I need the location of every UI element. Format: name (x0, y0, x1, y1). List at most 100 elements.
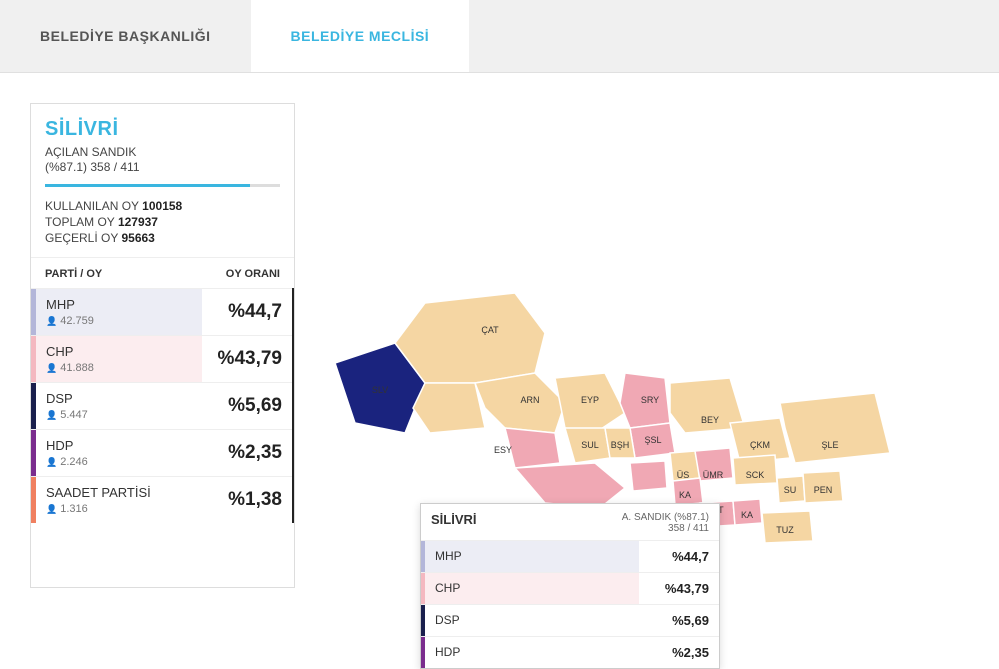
valid-votes: GEÇERLİ OY 95663 (45, 231, 280, 245)
party-votes: 42.759 (46, 315, 192, 327)
party-info: HDP 2.246 (36, 430, 202, 476)
district-shape[interactable] (630, 461, 667, 491)
party-table-header: PARTİ / OY OY ORANI (31, 257, 294, 288)
opened-detail: (%87.1) 358 / 411 (45, 160, 280, 174)
tooltip-meta-1: A. SANDIK (%87.1) (622, 512, 709, 523)
party-name: HDP (46, 438, 192, 453)
person-icon (46, 362, 57, 374)
party-vote-count: 41.888 (60, 362, 94, 374)
tabs: BELEDİYE BAŞKANLIĞI BELEDİYE MECLİSİ (0, 0, 999, 73)
tooltip-row: CHP%43,79 (421, 572, 719, 604)
district-label: ÇAT (481, 325, 499, 335)
used-votes: KULLANILAN OY 100158 (45, 199, 280, 213)
party-row[interactable]: DSP 5.447 %5,69 (31, 382, 292, 429)
person-icon (46, 409, 57, 421)
party-name: MHP (46, 297, 192, 312)
district-label: ŞSL (644, 435, 661, 445)
party-votes: 41.888 (46, 362, 192, 374)
tab-mayor[interactable]: BELEDİYE BAŞKANLIĞI (0, 0, 251, 72)
tooltip-title: SİLİVRİ (431, 512, 477, 534)
district-shape[interactable] (395, 293, 545, 383)
district-label: KA (679, 490, 691, 500)
total-value: 127937 (118, 215, 158, 229)
party-vote-count: 5.447 (60, 409, 88, 421)
valid-label: GEÇERLİ OY (45, 231, 118, 245)
party-info: SAADET PARTİSİ 1.316 (36, 477, 202, 523)
main-content: SİLİVRİ AÇILAN SANDIK (%87.1) 358 / 411 … (0, 73, 999, 588)
district-label: SRY (641, 395, 659, 405)
valid-value: 95663 (121, 231, 154, 245)
district-title: SİLİVRİ (45, 118, 280, 141)
party-name: CHP (46, 344, 192, 359)
party-pct: %5,69 (202, 383, 292, 429)
results-sidebar: SİLİVRİ AÇILAN SANDIK (%87.1) 358 / 411 … (30, 103, 295, 588)
party-row[interactable]: MHP 42.759 %44,7 (31, 288, 292, 335)
district-label: SLV (372, 385, 388, 395)
party-vote-count: 42.759 (60, 315, 94, 327)
district-shape[interactable] (515, 463, 625, 508)
tooltip-row: DSP%5,69 (421, 604, 719, 636)
party-pct: %1,38 (202, 477, 292, 523)
district-label: PEN (814, 485, 833, 495)
sidebar-header: SİLİVRİ AÇILAN SANDIK (%87.1) 358 / 411 … (31, 104, 294, 257)
district-label: TUZ (776, 525, 794, 535)
person-icon (46, 456, 57, 468)
tooltip-party-name: MHP (425, 541, 639, 572)
tooltip-row: HDP%2,35 (421, 636, 719, 668)
opened-label: AÇILAN SANDIK (45, 145, 280, 159)
used-label: KULLANILAN OY (45, 199, 139, 213)
party-info: MHP 42.759 (36, 289, 202, 335)
district-label: KA (741, 510, 753, 520)
party-votes: 5.447 (46, 409, 192, 421)
total-label: TOPLAM OY (45, 215, 115, 229)
party-row[interactable]: CHP 41.888 %43,79 (31, 335, 292, 382)
tooltip-party-pct: %2,35 (639, 637, 719, 668)
tab-council[interactable]: BELEDİYE MECLİSİ (251, 0, 470, 72)
tooltip-party-name: HDP (425, 637, 639, 668)
district-label: ESY (494, 445, 512, 455)
district-shape[interactable] (780, 393, 890, 463)
tooltip-row: MHP%44,7 (421, 540, 719, 572)
district-label: ARN (520, 395, 539, 405)
party-pct: %43,79 (202, 336, 292, 382)
party-row[interactable]: SAADET PARTİSİ 1.316 %1,38 (31, 476, 292, 523)
party-name: DSP (46, 391, 192, 406)
party-list: MHP 42.759 %44,7 CHP 41.888 %43,79 DSP 5.447 %5,… (31, 288, 294, 523)
party-row[interactable]: HDP 2.246 %2,35 (31, 429, 292, 476)
used-value: 100158 (142, 199, 182, 213)
total-votes: TOPLAM OY 127937 (45, 215, 280, 229)
party-votes: 2.246 (46, 456, 192, 468)
tooltip-party-pct: %5,69 (639, 605, 719, 636)
tooltip-header: SİLİVRİ A. SANDIK (%87.1) 358 / 411 (421, 504, 719, 540)
tooltip-party-pct: %43,79 (639, 573, 719, 604)
district-label: SU (784, 485, 797, 495)
person-icon (46, 503, 57, 515)
party-info: CHP 41.888 (36, 336, 202, 382)
map-tooltip: SİLİVRİ A. SANDIK (%87.1) 358 / 411 MHP%… (420, 503, 720, 669)
progress-bar (45, 184, 250, 187)
district-label: ÜMR (703, 470, 724, 480)
district-label: BEY (701, 415, 719, 425)
district-shape[interactable] (505, 428, 560, 468)
district-label: ŞLE (821, 440, 838, 450)
col-ratio: OY ORANI (226, 268, 280, 280)
party-pct: %2,35 (202, 430, 292, 476)
district-shape[interactable] (413, 383, 485, 433)
tooltip-meta: A. SANDIK (%87.1) 358 / 411 (622, 512, 709, 534)
tooltip-party-name: CHP (425, 573, 639, 604)
district-label: SUL (581, 440, 599, 450)
party-pct: %44,7 (202, 289, 292, 335)
party-votes: 1.316 (46, 503, 192, 515)
party-vote-count: 2.246 (60, 456, 88, 468)
district-label: BŞH (611, 440, 630, 450)
person-icon (46, 315, 57, 327)
tooltip-meta-2: 358 / 411 (622, 523, 709, 534)
party-vote-count: 1.316 (60, 503, 88, 515)
district-label: EYP (581, 395, 599, 405)
tooltip-party-pct: %44,7 (639, 541, 719, 572)
party-name: SAADET PARTİSİ (46, 485, 192, 500)
tooltip-party-name: DSP (425, 605, 639, 636)
district-label: ÇKM (750, 440, 770, 450)
col-party: PARTİ / OY (45, 268, 102, 280)
district-label: SCK (746, 470, 765, 480)
